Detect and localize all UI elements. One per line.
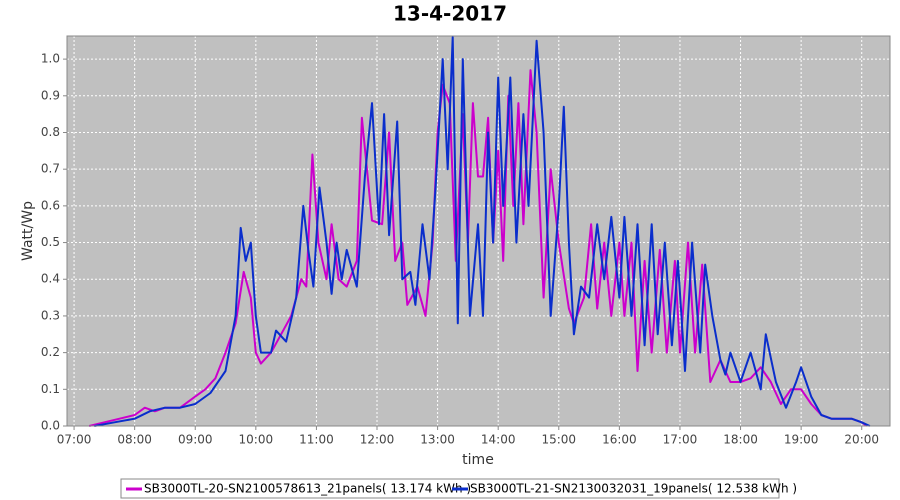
y-tick-label: 0.3	[41, 308, 60, 322]
legend-label: SB3000TL-21-SN2130032031_19panels( 12.53…	[470, 482, 797, 496]
x-axis-label: time	[462, 452, 494, 468]
x-tick-label: 18:00	[723, 433, 758, 447]
y-tick-label: 0.4	[41, 272, 60, 286]
x-tick-label: 16:00	[602, 433, 637, 447]
y-tick-label: 0.8	[41, 125, 60, 139]
x-tick-label: 07:00	[57, 433, 92, 447]
y-tick-label: 0.2	[41, 345, 60, 359]
x-tick-label: 14:00	[481, 433, 516, 447]
x-tick-label: 08:00	[117, 433, 152, 447]
legend-label: SB3000TL-20-SN2100578613_21panels( 13.17…	[144, 482, 471, 496]
x-tick-label: 12:00	[360, 433, 395, 447]
y-tick-label: 0.5	[41, 235, 60, 249]
x-tick-label: 19:00	[784, 433, 819, 447]
x-tick-label: 20:00	[844, 433, 879, 447]
y-tick-label: 0.7	[41, 162, 60, 176]
x-tick-label: 11:00	[299, 433, 334, 447]
x-tick-label: 15:00	[541, 433, 576, 447]
y-tick-label: 0.9	[41, 88, 60, 102]
y-axis-label: Watt/Wp	[20, 201, 36, 261]
x-tick-label: 17:00	[663, 433, 698, 447]
y-tick-label: 1.0	[41, 52, 60, 66]
legend-box	[120, 478, 780, 499]
x-tick-label: 10:00	[239, 433, 274, 447]
series-line	[94, 36, 871, 427]
y-tick-label: 0.6	[41, 198, 60, 212]
y-tick-label: 0.0	[41, 419, 60, 433]
y-tick-label: 0.1	[41, 382, 60, 396]
x-tick-label: 09:00	[178, 433, 213, 447]
chart-title: 13-4-2017	[393, 2, 507, 26]
x-tick-label: 13:00	[420, 433, 455, 447]
plot-border	[66, 35, 891, 427]
